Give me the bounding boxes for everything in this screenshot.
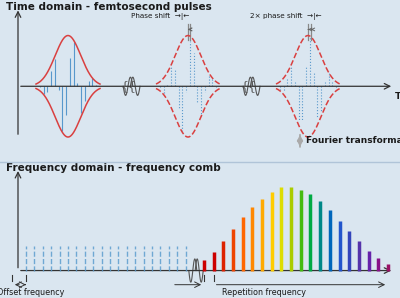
Text: {{: {{: [240, 80, 256, 93]
Text: {{: {{: [120, 80, 136, 93]
Text: Time: Time: [395, 92, 400, 101]
Text: 2× phase shift  →|←: 2× phase shift →|←: [250, 13, 322, 20]
Text: Time domain - femtosecond pulses: Time domain - femtosecond pulses: [6, 2, 212, 13]
Text: Fourier transformation: Fourier transformation: [306, 136, 400, 145]
Text: Offset frequency: Offset frequency: [0, 288, 65, 297]
Text: Frequency domain - frequency comb: Frequency domain - frequency comb: [6, 163, 221, 173]
Text: Repetition frequency: Repetition frequency: [222, 288, 306, 297]
Text: Phase shift  →|←: Phase shift →|←: [131, 13, 189, 20]
